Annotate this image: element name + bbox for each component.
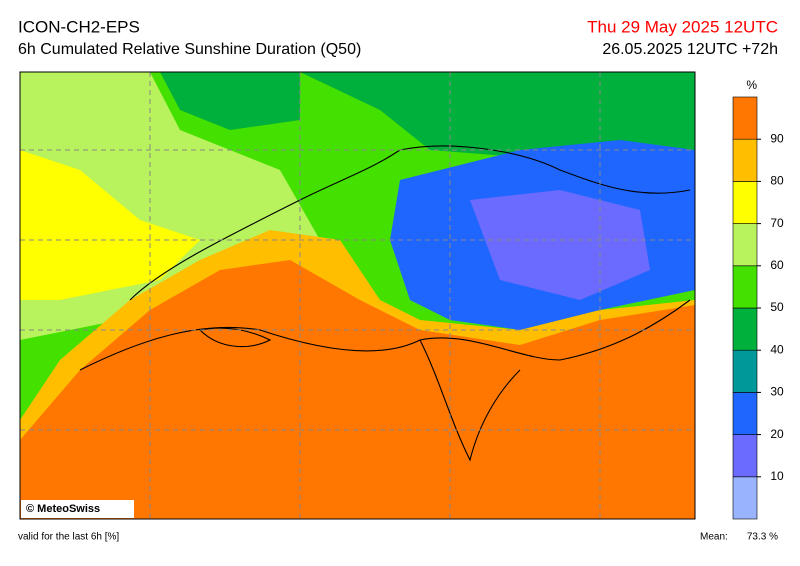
colorbar-tick-label: 80 [770, 174, 784, 188]
colorbar-tick-label: 50 [770, 300, 784, 314]
mean-value: 73.3 % [747, 532, 778, 543]
field-green [300, 72, 695, 160]
colorbar-tick-label: 90 [770, 131, 784, 145]
lake [198, 327, 272, 348]
colorbar-tick-label: 30 [770, 385, 784, 399]
colorbar-tick-label: 10 [770, 469, 784, 483]
copyright: © MeteoSwiss [26, 503, 100, 515]
colorbar-segment [732, 349, 758, 393]
colorbar-segment [732, 181, 758, 224]
colorbar-segment [732, 265, 758, 309]
colorbar-segment [732, 138, 758, 182]
colorbar-segment [732, 223, 758, 267]
colorbar-segment [732, 476, 758, 520]
colorbar-segment [732, 392, 758, 435]
colorbar-segment [732, 96, 758, 140]
valid-time: Thu 29 May 2025 12UTC [587, 17, 778, 36]
colorbar-tick-label: 60 [770, 258, 784, 272]
colorbar-tick-label: 40 [770, 342, 784, 356]
field-green [160, 72, 300, 130]
colorbar-tick-label: 70 [770, 216, 784, 230]
model-name: ICON-CH2-EPS [18, 17, 140, 36]
mean-label: Mean: [700, 532, 728, 543]
field-yellow [20, 150, 200, 300]
validity-note: valid for the last 6h [%] [18, 532, 119, 543]
map: © MeteoSwiss [19, 71, 696, 520]
run-time: 26.05.2025 12UTC +72h [602, 41, 778, 58]
product-title: 6h Cumulated Relative Sunshine Duration … [18, 41, 361, 58]
field-orange [20, 260, 695, 519]
border [419, 339, 521, 462]
colorbar-segment [732, 434, 758, 478]
copyright-box [21, 500, 134, 518]
colorbar-segment [732, 307, 758, 351]
colorbar-unit: % [746, 78, 757, 92]
map-frame [19, 71, 696, 520]
colorbar: % 10 20 30 40 50 60 70 80 90 [732, 78, 784, 520]
field-violet [470, 190, 650, 300]
border [79, 299, 691, 371]
colorbar-tick-label: 20 [770, 427, 784, 441]
